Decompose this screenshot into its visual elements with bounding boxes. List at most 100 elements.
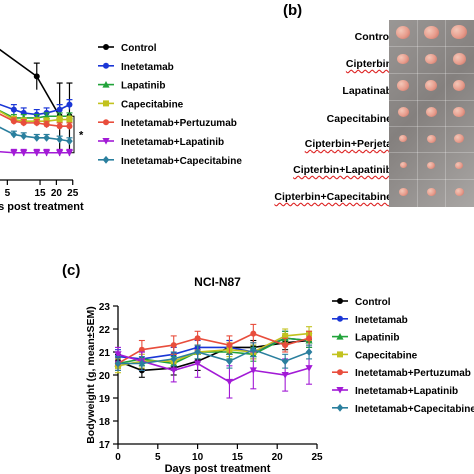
chart-a-point-inetetamab-lapatinib bbox=[33, 149, 41, 157]
chart-c-point-inetetamab-lapatinib bbox=[225, 378, 234, 386]
tumor-specimen bbox=[451, 25, 467, 40]
chart-c-point-inetetamab-capecitabine bbox=[250, 345, 257, 354]
chart-a-point-inetetamab bbox=[66, 101, 73, 108]
photo-row-label: Cipterbin bbox=[345, 58, 392, 70]
chart-c-y-label: Bodyweight (g, mean±SEM) bbox=[85, 306, 97, 444]
chart-a-point-capecitabine bbox=[66, 116, 73, 123]
chart-a-point-inetetamab bbox=[10, 106, 17, 113]
chart-a-x-tick-label: 5 bbox=[5, 188, 11, 199]
chart-c-point-inetetamab-lapatinib bbox=[170, 367, 178, 374]
chart-a-x-tick-label: 15 bbox=[34, 188, 46, 199]
tumor-specimen bbox=[423, 25, 439, 39]
photo-row-label: Control bbox=[354, 31, 392, 43]
chart-c-y-tick-label: 19 bbox=[99, 394, 111, 405]
chart-c-point-inetetamab-pertuzumab bbox=[250, 330, 257, 337]
tumor-specimen bbox=[426, 187, 436, 196]
chart-c-point-inetetamab-lapatinib bbox=[114, 351, 122, 358]
chart-c-x-tick-label: 20 bbox=[272, 452, 284, 463]
chart-c-point-inetetamab-capecitabine bbox=[170, 355, 178, 363]
chart-c-x-tick-label: 5 bbox=[155, 452, 161, 463]
chart-a-legend-label: Inetetamab+Capecitabine bbox=[121, 156, 242, 167]
chart-a-legend-swatch-marker bbox=[103, 119, 109, 126]
chart-a-legend-label: Inetetamab bbox=[121, 62, 174, 73]
chart-a-legend-item-capecitabine: Capecitabine bbox=[98, 99, 184, 110]
tumor-volume-chart: 5 15 20 25 Days post treatment * Control Inete… bbox=[0, 43, 242, 213]
photo-grid-line bbox=[389, 126, 474, 127]
chart-a-x-tick-label: 25 bbox=[67, 188, 79, 199]
chart-c-legend: Control Inetetamab Lapatinib Capecitabine In… bbox=[332, 297, 474, 415]
chart-c-legend-item-inetetamab-lapatinib: Inetetamab+Lapatinib bbox=[332, 386, 458, 397]
tumor-specimen bbox=[399, 162, 407, 169]
photo-grid-line bbox=[445, 20, 446, 207]
tumor-specimen bbox=[454, 187, 464, 196]
tumor-specimen bbox=[425, 80, 437, 91]
chart-c-point-inetetamab-lapatinib bbox=[281, 372, 289, 379]
chart-a-point-inetetamab-lapatinib bbox=[56, 149, 64, 157]
chart-c-point-inetetamab-pertuzumab bbox=[306, 335, 313, 342]
chart-c-y-tick-label: 23 bbox=[99, 302, 111, 313]
chart-a-legend-item-inetetamab-capecitabine: Inetetamab+Capecitabine bbox=[98, 156, 242, 167]
chart-c-legend-swatch-marker bbox=[337, 315, 343, 322]
chart-c-point-inetetamab-capecitabine bbox=[281, 357, 289, 366]
chart-c-legend-label: Capecitabine bbox=[355, 350, 418, 361]
chart-a-x-tick-label: 20 bbox=[51, 188, 63, 199]
chart-a-x-label: Days post treatment bbox=[0, 201, 84, 213]
photo-row-labels: Control Cipterbin Lapatinab Capecitabine Cip… bbox=[274, 28, 396, 208]
tumor-specimen bbox=[426, 134, 436, 143]
chart-c-legend-swatch-marker bbox=[337, 298, 343, 304]
chart-c-legend-item-inetetamab-capecitabine: Inetetamab+Capecitabine bbox=[332, 404, 474, 415]
chart-c-legend-label: Lapatinib bbox=[355, 333, 399, 344]
chart-a-point-inetetamab-pertuzumab bbox=[66, 123, 73, 130]
photo-grid-line bbox=[389, 73, 474, 74]
chart-a-legend-item-lapatinib: Lapatinib bbox=[98, 81, 165, 92]
tumor-specimen bbox=[455, 161, 463, 169]
chart-c-legend-item-capecitabine: Capecitabine bbox=[332, 350, 418, 361]
photo-grid-line bbox=[417, 20, 418, 207]
tumor-specimen bbox=[398, 187, 408, 196]
chart-c-y-tick-label: 21 bbox=[99, 348, 111, 359]
tumor-photo bbox=[389, 20, 474, 207]
chart-c-point-inetetamab-lapatinib bbox=[249, 367, 257, 374]
chart-c-legend-item-inetetamab-pertuzumab: Inetetamab+Pertuzumab bbox=[332, 368, 471, 379]
chart-c-point-inetetamab-pertuzumab bbox=[170, 342, 177, 349]
panel-c-letter: (c) bbox=[62, 262, 81, 279]
chart-a-legend-swatch-marker bbox=[102, 138, 110, 145]
tumor-specimen bbox=[452, 53, 466, 65]
tumor-specimen bbox=[453, 106, 465, 118]
chart-a-legend-item-inetetamab-pertuzumab: Inetetamab+Pertuzumab bbox=[98, 118, 237, 129]
photo-row-label: Capecitabine bbox=[326, 113, 392, 125]
chart-a-axes: 5 15 20 25 Days post treatment * bbox=[0, 115, 84, 213]
tumor-specimen bbox=[453, 80, 465, 91]
chart-a-point-inetetamab-capecitabine bbox=[20, 132, 27, 141]
chart-c-legend-swatch-marker bbox=[336, 387, 344, 394]
chart-c-legend-label: Inetetamab+Lapatinib bbox=[355, 386, 458, 397]
chart-c-point-inetetamab-pertuzumab bbox=[226, 342, 233, 349]
tumor-specimen bbox=[425, 107, 437, 117]
chart-a-legend-label: Inetetamab+Pertuzumab bbox=[121, 118, 237, 129]
chart-c-line-control bbox=[117, 339, 310, 372]
chart-c-x-tick-label: 0 bbox=[115, 452, 121, 463]
photo-grid-line bbox=[389, 179, 474, 180]
chart-c-x-tick-label: 25 bbox=[311, 452, 323, 463]
chart-a-point-inetetamab-pertuzumab bbox=[33, 119, 40, 126]
photo-grid-line bbox=[389, 46, 474, 47]
chart-a-series-inetetamab-capecitabine bbox=[0, 126, 73, 146]
chart-a-legend-swatch-marker bbox=[103, 100, 109, 107]
chart-c-point-inetetamab-lapatinib bbox=[305, 365, 313, 372]
chart-a-point-inetetamab-capecitabine bbox=[43, 133, 50, 142]
chart-a-legend-label: Control bbox=[121, 43, 157, 54]
chart-a-point-inetetamab-capecitabine bbox=[66, 137, 73, 146]
chart-a-legend-label: Inetetamab+Lapatinib bbox=[121, 137, 224, 148]
chart-c-legend-swatch-marker bbox=[336, 403, 344, 412]
chart-c-y-tick-label: 17 bbox=[99, 440, 111, 451]
chart-a-point-inetetamab bbox=[56, 106, 63, 113]
chart-c-x-tick-label: 10 bbox=[192, 452, 204, 463]
chart-c-legend-swatch-marker bbox=[337, 351, 343, 358]
chart-c-title: NCI-N87 bbox=[194, 275, 241, 289]
chart-a-legend-item-inetetamab: Inetetamab bbox=[98, 62, 174, 73]
chart-c-line-capecitabine bbox=[117, 332, 310, 367]
chart-c-line-inetetamab-capecitabine bbox=[118, 348, 310, 365]
chart-c-legend-swatch-marker bbox=[337, 369, 343, 376]
chart-a-point-inetetamab-pertuzumab bbox=[56, 123, 63, 130]
chart-c-legend-item-control: Control bbox=[332, 297, 391, 308]
